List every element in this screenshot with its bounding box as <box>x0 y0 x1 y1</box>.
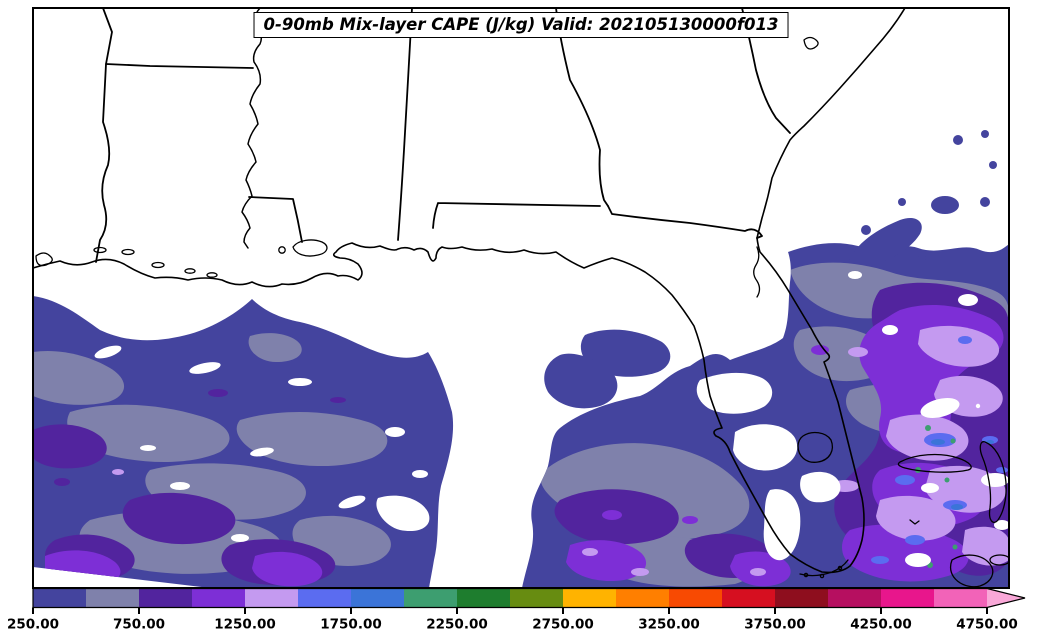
lake-pontchartrain <box>292 239 328 257</box>
mississippi-alabama-border <box>397 8 413 241</box>
louisiana-mississippi-border <box>248 196 303 243</box>
texas-barrier-island <box>35 252 53 267</box>
colorbar-tick-label: 3250.00 <box>638 617 700 633</box>
colorbar-tick-label: 4250.00 <box>850 617 912 633</box>
colorbar-tick-label: 250.00 <box>7 617 59 633</box>
lake-okeechobee <box>797 431 833 463</box>
alabama-georgia-border <box>555 8 609 207</box>
abaco-island <box>979 441 1007 523</box>
cape-fill-gulf-detail <box>33 331 391 587</box>
bimini-island <box>909 519 920 525</box>
colorbar-outline <box>32 587 1026 609</box>
state-boundaries <box>95 8 791 263</box>
plot-title: 0-90mb Mix-layer CAPE (J/kg) Valid: 2021… <box>253 12 789 39</box>
texas-border <box>95 8 113 263</box>
colorbar-tick-label: 750.00 <box>113 617 165 633</box>
colorbar-segment <box>775 588 829 608</box>
colorbar-segment <box>404 588 458 608</box>
colorbar-segment <box>616 588 670 608</box>
coastline <box>33 8 906 574</box>
colorbar-segment <box>192 588 246 608</box>
small-lake <box>278 246 286 254</box>
colorbar-tick-label: 2750.00 <box>532 617 594 633</box>
colorbar-segment <box>563 588 617 608</box>
colorbar-segment <box>669 588 723 608</box>
colorbar-tick-label: 1250.00 <box>214 617 276 633</box>
colorbar-tick-label: 2250.00 <box>426 617 488 633</box>
colorbar-segment <box>245 588 299 608</box>
st-johns-river <box>753 246 761 298</box>
colorbar-segment <box>881 588 935 608</box>
geography-lines <box>33 8 1009 588</box>
cape-fill-scattered-blobs <box>544 130 997 409</box>
cape-filled-contours <box>33 130 1009 588</box>
colorbar-segment <box>33 588 87 608</box>
colorbar-tick-label: 1750.00 <box>320 617 382 633</box>
colorbar-segment <box>510 588 564 608</box>
colorbar-segment <box>828 588 882 608</box>
colorbar-segment <box>86 588 140 608</box>
georgia-sea-island <box>803 36 819 50</box>
florida-keys <box>799 559 849 577</box>
colorbar-segment <box>351 588 405 608</box>
colorbar-segment <box>722 588 776 608</box>
cape-fill-atlantic-detail <box>540 262 1009 587</box>
new-providence-island <box>989 554 1009 566</box>
florida-georgia-border <box>607 205 763 239</box>
colorbar-segment <box>934 588 988 608</box>
colorbar-extend-arrow <box>987 588 1025 608</box>
colorbar-segment <box>457 588 511 608</box>
andros-island <box>949 554 994 588</box>
colorbar-tick-label: 3750.00 <box>744 617 806 633</box>
colorbar-segment <box>298 588 352 608</box>
lakes-and-islands <box>35 36 1009 588</box>
colorbar-tick-label: 4750.00 <box>956 617 1018 633</box>
arkansas-louisiana-border <box>105 63 254 69</box>
colorbar-segment <box>139 588 193 608</box>
low-cape-holes <box>94 271 1009 567</box>
florida-alabama-border <box>432 202 601 229</box>
grand-bahama-island <box>897 453 972 473</box>
mississippi-river <box>241 8 263 249</box>
